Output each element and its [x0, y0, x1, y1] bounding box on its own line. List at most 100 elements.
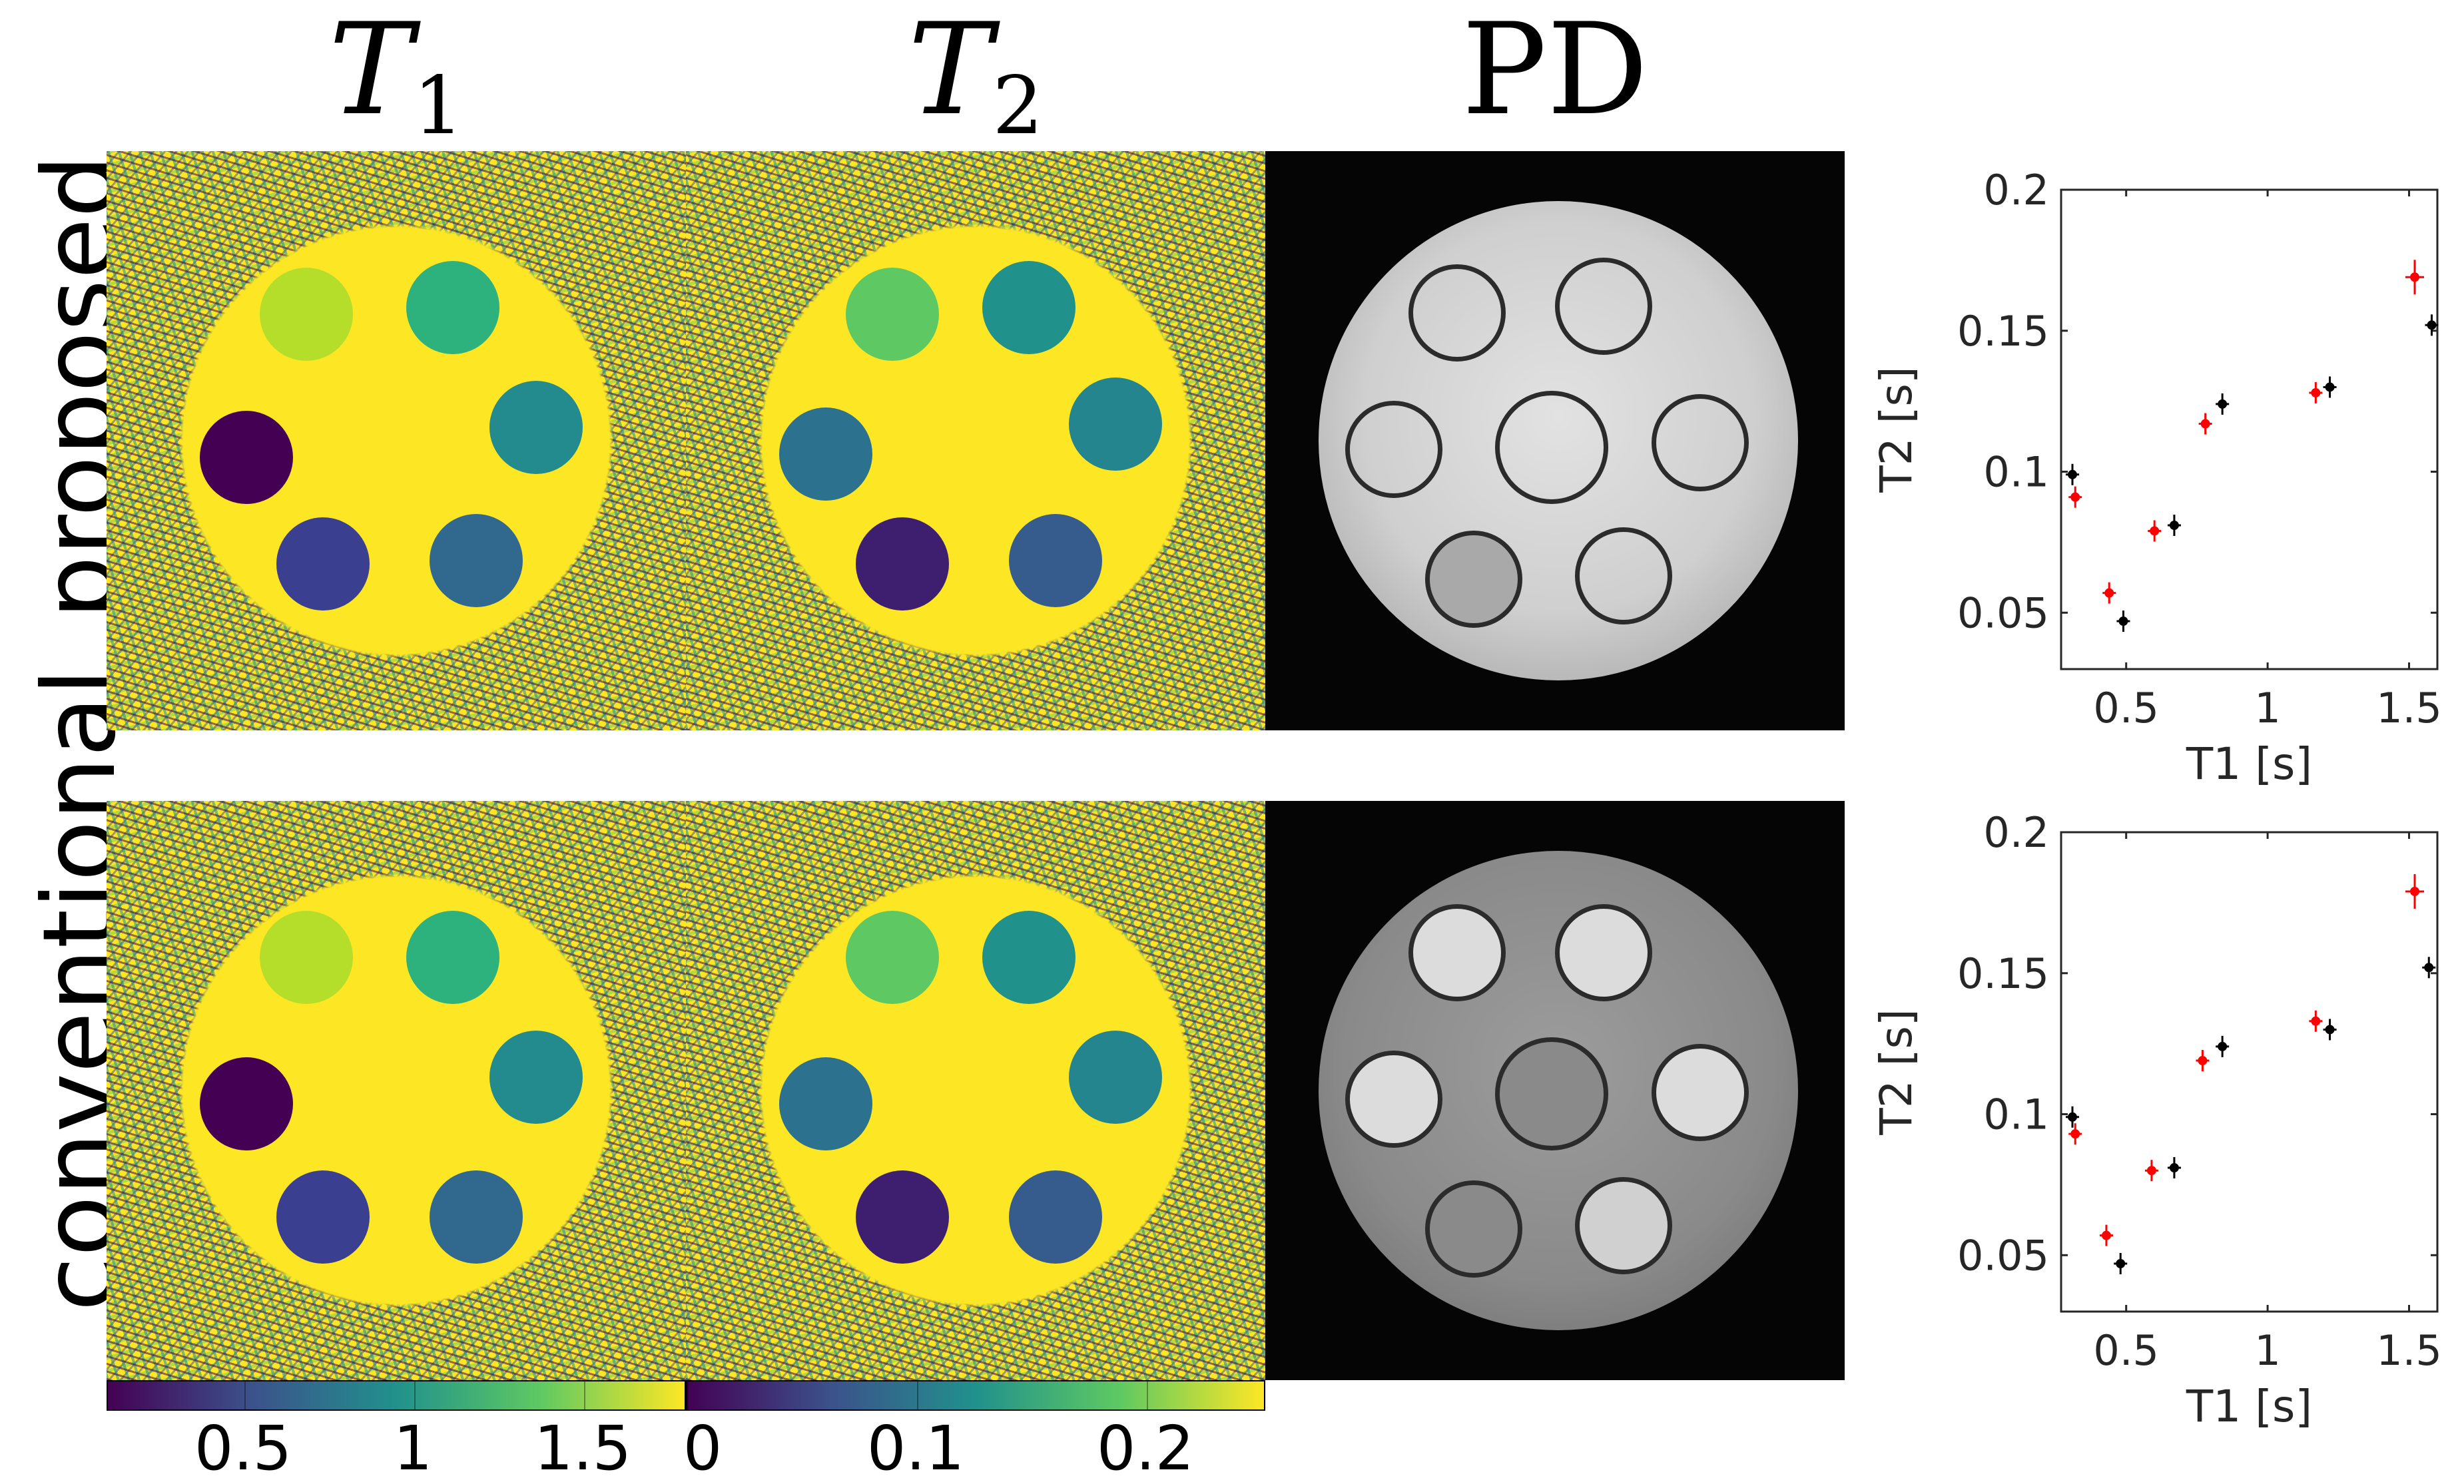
data-point [2070, 1129, 2080, 1139]
vial [406, 261, 499, 354]
x-axis-label: T1 [s] [2186, 1381, 2312, 1428]
data-point [2218, 399, 2228, 409]
y-tick-label: 0.05 [1957, 1231, 2049, 1280]
t1-column-title: T1 [107, 7, 686, 146]
vial [260, 268, 353, 361]
vial [1408, 904, 1506, 1001]
vial [779, 1057, 872, 1150]
vial [1069, 377, 1162, 471]
vial [276, 517, 370, 611]
t2-colorbar [686, 1380, 1265, 1411]
vial [1345, 1051, 1442, 1148]
proposed-scatter-plot: 0.5 1 1.5 0.05 0.1 0.15 0.2 T1 [s] T2 [s] [1871, 166, 2442, 786]
x-tick-label: 1 [2254, 684, 2280, 732]
y-tick-label: 0.1 [1983, 448, 2049, 497]
data-point [2070, 492, 2080, 502]
vial [779, 407, 872, 501]
data-point [2311, 387, 2321, 397]
data-point [2104, 588, 2114, 598]
t2-symbol: T [908, 0, 993, 143]
t2-colorbar-tick: 0 [683, 1413, 723, 1484]
conventional-t1-map [107, 801, 686, 1380]
phantom-disc [1319, 851, 1798, 1330]
data-point [2218, 1041, 2228, 1051]
vial [846, 911, 939, 1004]
data-point [2067, 1112, 2077, 1122]
t2-colorbar-tick: 0.1 [866, 1413, 965, 1484]
vial [1069, 1031, 1162, 1124]
data-point [2067, 469, 2077, 479]
y-tick-label: 0.1 [1983, 1091, 2049, 1139]
t1-colorbar-tick: 1 [393, 1413, 433, 1484]
vial [430, 514, 523, 607]
data-point [2410, 272, 2420, 282]
vial [489, 1031, 583, 1124]
t1-colorbar-tick: 0.5 [194, 1413, 292, 1484]
vial [856, 517, 949, 611]
vial [1009, 1170, 1102, 1264]
vial [1408, 264, 1506, 362]
t1-subscript: 1 [413, 60, 464, 152]
y-tick-label: 0.2 [1983, 166, 2049, 214]
data-point [2325, 382, 2335, 392]
vial [1425, 531, 1522, 628]
vial [1495, 391, 1608, 504]
data-point [2169, 1163, 2179, 1172]
data-point [2101, 1230, 2111, 1240]
pd-column-title: PD [1461, 0, 1649, 143]
x-tick-label: 1 [2254, 1326, 2280, 1375]
vial [276, 1170, 370, 1264]
x-tick-label: 1.5 [2376, 684, 2442, 732]
data-point [2410, 886, 2420, 896]
vial [489, 381, 583, 474]
data-point [2200, 419, 2210, 429]
y-tick-label: 0.15 [1957, 307, 2049, 356]
vial [1652, 1044, 1749, 1141]
x-tick-label: 1.5 [2376, 1326, 2442, 1375]
y-tick-label: 0.2 [1983, 808, 2049, 857]
x-tick-label: 0.5 [2093, 684, 2159, 732]
vial [1555, 904, 1652, 1001]
vial [260, 911, 353, 1004]
vial [406, 911, 499, 1004]
x-axis-label: T1 [s] [2186, 738, 2312, 786]
data-point [2118, 617, 2128, 626]
data-point [2325, 1025, 2335, 1035]
conventional-t2-map [686, 801, 1265, 1380]
vial [982, 261, 1076, 354]
conventional-pd-map [1265, 801, 1845, 1380]
t2-colorbar-tick: 0.2 [1096, 1413, 1195, 1484]
data-point [2424, 963, 2434, 973]
y-axis-label: T2 [s] [1871, 366, 1922, 493]
proposed-t2-map [686, 151, 1265, 730]
vial [982, 911, 1076, 1004]
vial [1575, 1177, 1672, 1274]
data-point [2146, 1166, 2156, 1176]
proposed-pd-map [1265, 151, 1845, 730]
plot-frame [2060, 831, 2439, 1313]
plot-frame [2060, 188, 2439, 670]
data-point [2311, 1016, 2321, 1026]
y-tick-label: 0.15 [1957, 949, 2049, 998]
conventional-scatter-plot: 0.5 1 1.5 0.05 0.1 0.15 0.2 T1 [s] T2 [s] [1871, 808, 2442, 1428]
t2-column-title: T2 [686, 7, 1265, 146]
vial [1495, 1037, 1608, 1150]
vial [1555, 258, 1652, 355]
vial [1345, 401, 1442, 498]
data-point [2116, 1259, 2126, 1268]
t2-subscript: 2 [992, 60, 1044, 152]
vial [430, 1170, 523, 1264]
data-point [2427, 320, 2437, 330]
vial [200, 411, 293, 504]
t1-colorbar [107, 1380, 686, 1411]
data-point [2150, 526, 2160, 536]
vial [1652, 394, 1749, 491]
data-point [2169, 521, 2179, 530]
vial [1425, 1180, 1522, 1278]
phantom-disc [1319, 201, 1798, 680]
t1-symbol: T [328, 0, 414, 143]
t1-colorbar-tick: 1.5 [533, 1413, 632, 1484]
vial [856, 1170, 949, 1264]
vial [1009, 514, 1102, 607]
vial [846, 268, 939, 361]
